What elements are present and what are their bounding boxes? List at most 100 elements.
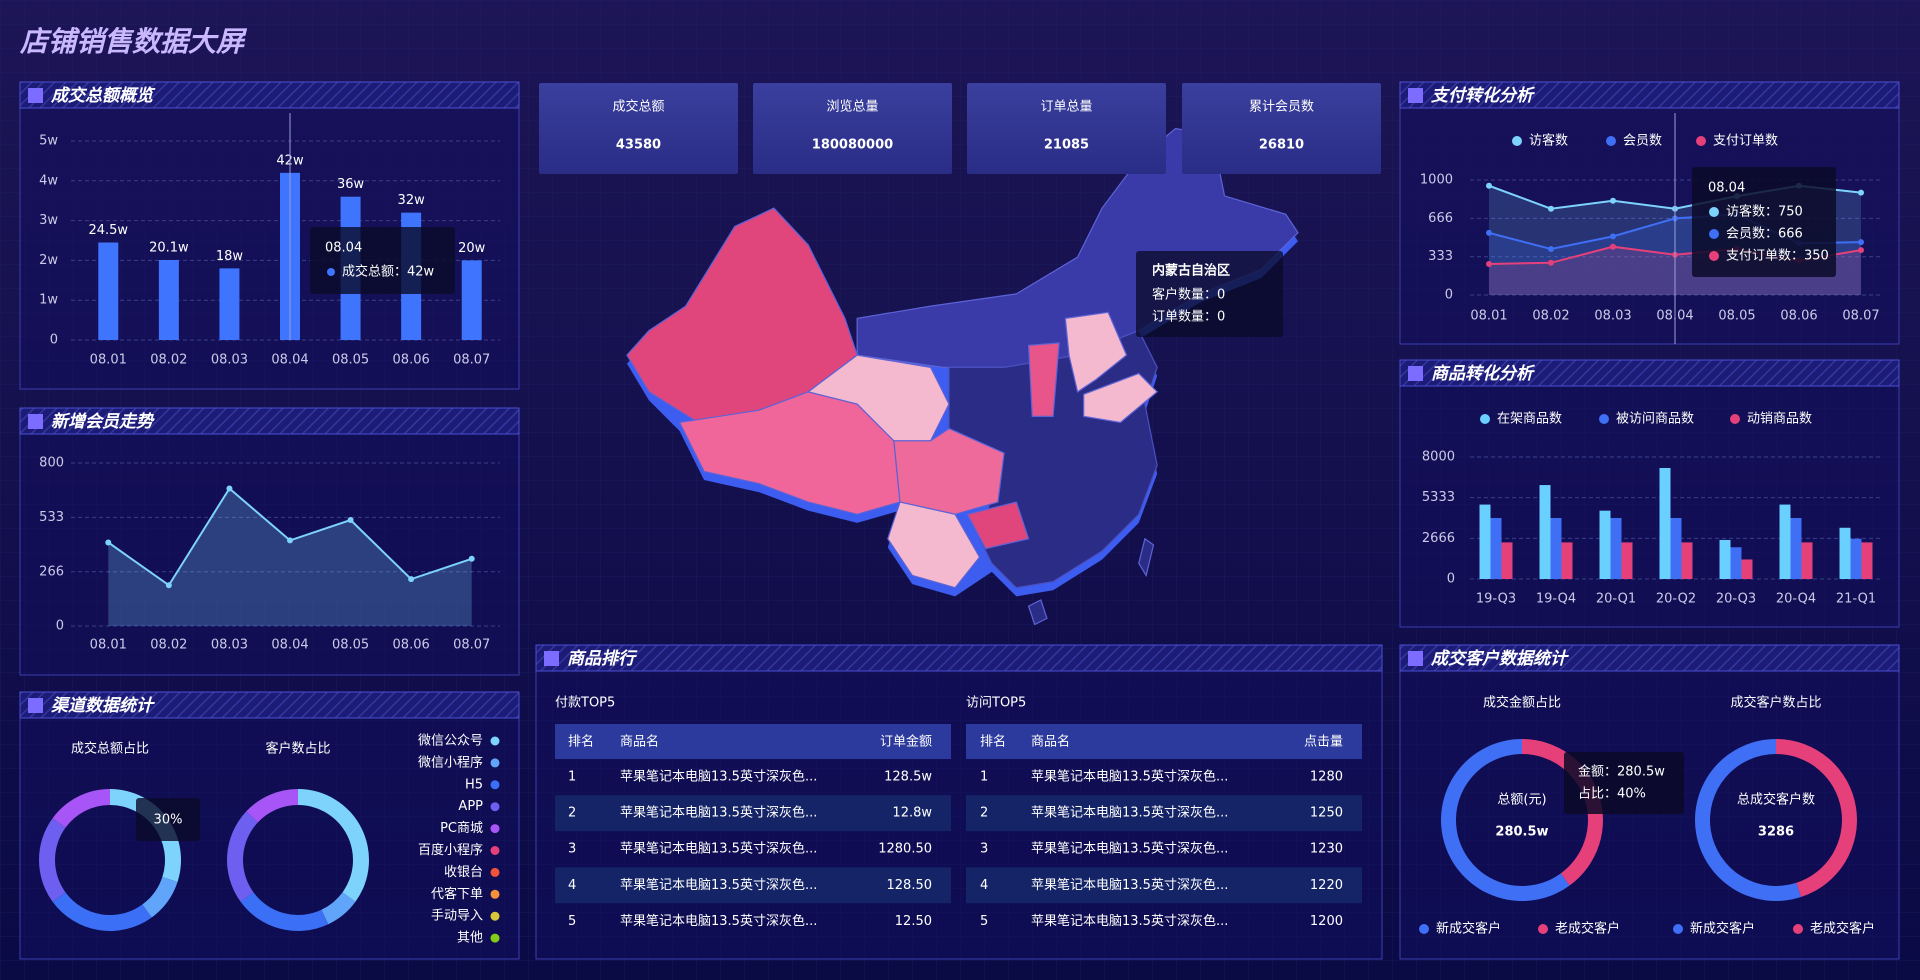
x-tick-label: 08.06 [1780, 309, 1817, 324]
map-tooltip-line: 客户数量：0 [1152, 287, 1225, 303]
legend-label: 微信公众号 [418, 734, 483, 749]
legend-label: 其他 [457, 931, 483, 946]
table-cell: 5 [568, 914, 576, 929]
table-cell: 12.8w [892, 806, 932, 821]
bar [1741, 559, 1753, 579]
donut-center-value: 3286 [1758, 825, 1794, 840]
table-cell: 3 [980, 842, 988, 857]
table-cell: 1250 [1310, 806, 1343, 821]
legend-label: PC商城 [440, 821, 483, 836]
panel-icon [544, 651, 559, 666]
table-cell: 苹果笔记本电脑13.5英寸深灰色... [620, 841, 817, 857]
donut-segment [240, 892, 329, 931]
tooltip [1564, 752, 1684, 814]
table-header-cell: 点击量 [1304, 735, 1343, 750]
legend-label: 老成交客户 [1810, 921, 1875, 937]
kpi-label: 订单总量 [1040, 100, 1092, 115]
bar [1490, 518, 1502, 579]
tooltip-marker [1709, 251, 1719, 261]
map-region [1083, 372, 1159, 424]
table-header-cell: 排名 [980, 734, 1006, 750]
table-cell: 苹果笔记本电脑13.5英寸深灰色... [1031, 877, 1228, 893]
legend-label: 收银台 [444, 865, 483, 880]
y-tick-label: 0 [56, 619, 64, 634]
donut-segment [321, 892, 356, 925]
y-tick-label: 5333 [1422, 490, 1455, 505]
tooltip-marker [1709, 207, 1719, 217]
x-tick-label: 08.03 [1594, 309, 1631, 324]
y-tick-label: 2w [39, 253, 58, 268]
tooltip-text: 占比：40% [1578, 787, 1646, 802]
tooltip-text: 访客数：750 [1726, 204, 1803, 220]
donut-center-label: 总额(元) [1497, 793, 1546, 808]
legend-label: 百度小程序 [418, 842, 483, 858]
x-tick-label: 08.04 [271, 638, 308, 653]
legend-label: 老成交客户 [1555, 921, 1620, 937]
panel-header [1399, 81, 1900, 109]
panel-icon [28, 698, 43, 713]
panel-title: 支付转化分析 [1431, 86, 1536, 106]
table-cell: 4 [980, 878, 988, 893]
panel-header [535, 644, 1383, 672]
legend-marker [490, 889, 500, 899]
point [165, 582, 172, 589]
table-row-bg [966, 867, 1362, 904]
map-region [1027, 599, 1048, 626]
point [1610, 243, 1616, 250]
kpi-card [967, 83, 1166, 174]
table-header [555, 724, 951, 759]
donut-segment [1440, 739, 1570, 902]
bar [1670, 518, 1682, 579]
kpi-value: 43580 [616, 138, 661, 153]
bar [1850, 538, 1862, 579]
tooltip-marker [327, 268, 335, 276]
bar [1610, 518, 1622, 579]
table-cell: 4 [568, 878, 576, 893]
panel-title: 成交总额概览 [50, 86, 156, 106]
y-tick-label: 1000 [1420, 173, 1453, 188]
kpi-value: 26810 [1259, 138, 1304, 153]
legend-marker [490, 846, 500, 855]
point [1548, 246, 1554, 252]
legend-label: 微信小程序 [418, 755, 483, 770]
tooltip-title: 08.04 [325, 241, 362, 256]
table-cell: 128.5w [884, 770, 932, 785]
legend-marker [1480, 414, 1490, 424]
table-cell: 苹果笔记本电脑13.5英寸深灰色... [620, 877, 817, 893]
legend-marker [1599, 414, 1609, 424]
x-tick-label: 08.01 [90, 353, 127, 368]
panel [19, 407, 520, 676]
panel-header [1399, 359, 1900, 387]
legend-marker [1696, 136, 1706, 146]
panel-header [19, 81, 520, 109]
bar-value-label: 36w [337, 177, 365, 192]
legend-marker [490, 933, 500, 943]
kpi-label: 浏览总量 [826, 99, 878, 115]
x-tick-label: 08.06 [393, 638, 430, 653]
legend-label: 会员数 [1623, 134, 1662, 149]
y-tick-label: 3w [39, 213, 58, 228]
bar [1501, 542, 1513, 579]
donut-title: 成交金额占比 [1483, 695, 1561, 711]
point [1610, 233, 1616, 240]
kpi-label: 成交总额 [612, 99, 664, 115]
legend-label: 在架商品数 [1497, 412, 1562, 427]
legend-marker [1419, 924, 1429, 934]
bar-value-label: 32w [398, 193, 426, 208]
x-tick-label: 08.05 [332, 353, 369, 368]
table-cell: 128.50 [887, 878, 933, 893]
donut-segment [1776, 739, 1858, 898]
bar [158, 260, 179, 340]
donut-segment [298, 789, 369, 902]
table-row-bg [555, 795, 951, 832]
y-tick-label: 5w [39, 134, 58, 149]
point [1486, 229, 1492, 236]
panel-title: 新增会员走势 [51, 412, 155, 432]
table-cell: 苹果笔记本电脑13.5英寸深灰色... [1031, 769, 1228, 785]
panel-icon [1408, 88, 1423, 103]
table-header [966, 724, 1362, 759]
y-tick-label: 333 [1428, 249, 1453, 264]
point [226, 485, 233, 492]
legend-marker [1606, 136, 1616, 146]
legend-marker [490, 758, 500, 768]
